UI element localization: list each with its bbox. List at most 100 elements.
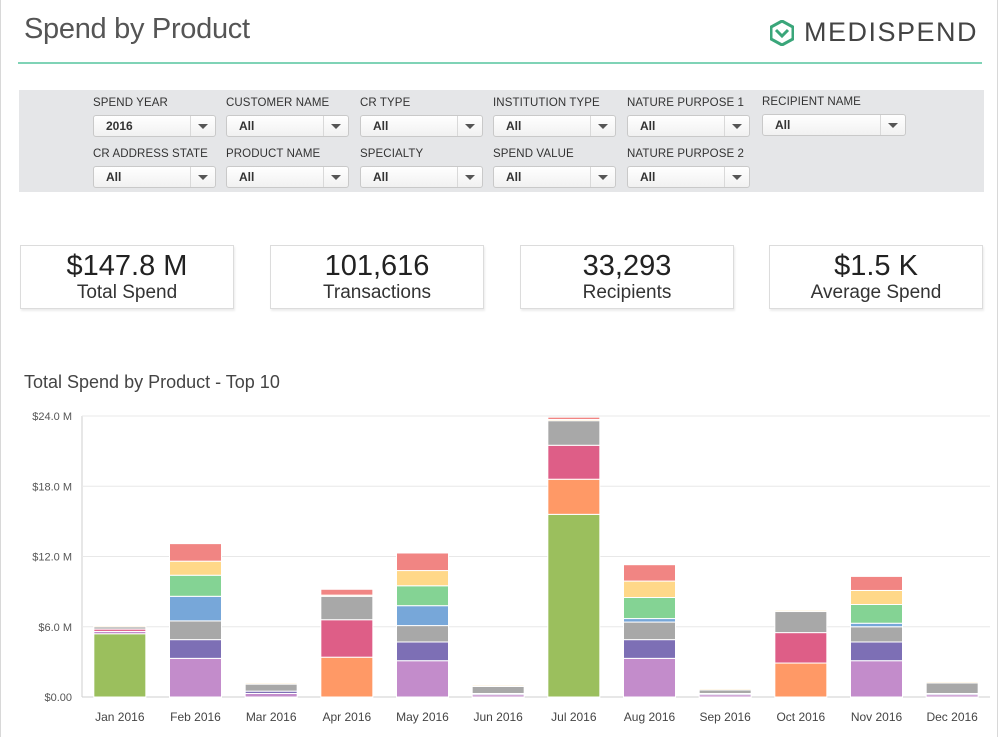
kpi-label: Average Spend xyxy=(810,282,942,303)
filter-label: SPECIALTY xyxy=(360,148,424,160)
bar-segment xyxy=(623,580,676,598)
bar-segment xyxy=(850,660,903,698)
filter-label: RECIPIENT NAME xyxy=(762,96,861,108)
kpi-label: Total Spend xyxy=(76,282,178,303)
chevron-down-icon[interactable] xyxy=(190,167,215,187)
x-tick-label: Nov 2016 xyxy=(851,710,903,724)
x-tick-label: Jun 2016 xyxy=(473,710,523,724)
bar-segment xyxy=(169,560,222,576)
x-tick-label: Jan 2016 xyxy=(95,710,145,724)
filter-recipient-name: RECIPIENT NAME All xyxy=(762,95,906,136)
filter-product-name: PRODUCT NAME All xyxy=(226,147,349,188)
bar-segment xyxy=(396,552,449,572)
cr-address-state-select[interactable]: All xyxy=(93,166,216,188)
brand: MEDISPEND xyxy=(769,17,978,48)
spend-year-select[interactable]: 2016 xyxy=(93,115,216,137)
filter-specialty: SPECIALTY All xyxy=(360,147,483,188)
x-tick-label: Mar 2016 xyxy=(246,710,297,724)
bar-segment xyxy=(547,513,601,698)
y-tick-label: $6.0 M xyxy=(38,622,72,634)
filter-value: All xyxy=(239,170,255,184)
chevron-down-icon[interactable] xyxy=(323,167,348,187)
bar-segment xyxy=(774,662,828,698)
kpi-recipients: 33,293 Recipients xyxy=(520,245,734,309)
chevron-down-icon[interactable] xyxy=(590,167,615,187)
chevron-down-icon[interactable] xyxy=(880,115,905,135)
brand-name: MEDISPEND xyxy=(803,17,978,47)
bar-segment xyxy=(547,478,601,515)
filter-panel: SPEND YEAR 2016 CUSTOMER NAME All CR TYP… xyxy=(19,90,984,192)
filter-spend-value: SPEND VALUE All xyxy=(493,147,616,188)
chevron-down-icon[interactable] xyxy=(457,116,482,136)
bar-segment xyxy=(850,575,903,591)
bar-segment xyxy=(396,585,449,607)
cr-type-select[interactable]: All xyxy=(360,115,483,137)
bar-segment xyxy=(925,681,979,684)
filter-label: CUSTOMER NAME xyxy=(226,97,330,109)
bar-segment xyxy=(623,639,676,659)
filter-value: 2016 xyxy=(106,119,133,133)
bar-segment xyxy=(547,420,601,446)
bar-segment xyxy=(623,618,676,623)
bar-segment xyxy=(396,570,449,587)
bar-segment xyxy=(471,684,525,687)
y-tick-label: $24.0 M xyxy=(32,411,72,423)
bar-segment xyxy=(850,622,903,628)
customer-name-select[interactable]: All xyxy=(226,115,349,137)
bar-segment xyxy=(623,657,676,698)
chevron-down-icon[interactable] xyxy=(323,116,348,136)
bar-segment xyxy=(698,688,752,691)
x-tick-label: Apr 2016 xyxy=(322,710,371,724)
kpi-label: Transactions xyxy=(322,282,432,303)
chevron-down-icon[interactable] xyxy=(590,116,615,136)
chevron-down-icon[interactable] xyxy=(457,167,482,187)
filter-customer-name: CUSTOMER NAME All xyxy=(226,96,349,137)
bar-segment xyxy=(320,656,374,698)
x-tick-label: Feb 2016 xyxy=(170,710,221,724)
bar-segment xyxy=(244,692,298,698)
spend-value-select[interactable]: All xyxy=(493,166,616,188)
kpi-average-spend: $1.5 K Average Spend xyxy=(769,245,983,309)
product-name-select[interactable]: All xyxy=(226,166,349,188)
bar-segment xyxy=(396,605,449,627)
bar-segment xyxy=(623,596,676,620)
filter-value: All xyxy=(373,170,389,184)
bar-segment xyxy=(623,621,676,641)
nature-purpose-2-select[interactable]: All xyxy=(627,166,750,188)
medispend-logo-icon xyxy=(769,19,794,46)
filter-cr-type: CR TYPE All xyxy=(360,96,483,137)
specialty-select[interactable]: All xyxy=(360,166,483,188)
chevron-down-icon[interactable] xyxy=(190,116,215,136)
bar-segment xyxy=(169,543,222,562)
chevron-down-icon[interactable] xyxy=(724,167,749,187)
filter-institution-type: INSTITUTION TYPE All xyxy=(493,96,616,137)
bar-segment xyxy=(320,588,374,596)
filter-label: NATURE PURPOSE 1 xyxy=(627,97,745,109)
filter-value: All xyxy=(106,170,122,184)
nature-purpose-1-select[interactable]: All xyxy=(627,115,750,137)
kpi-total-spend: $147.8 M Total Spend xyxy=(20,245,234,309)
bar-segment xyxy=(925,682,979,694)
bar-segment xyxy=(547,444,601,480)
bar-segment xyxy=(547,416,601,421)
chevron-down-icon[interactable] xyxy=(724,116,749,136)
x-tick-label: May 2016 xyxy=(396,710,449,724)
bar-segment xyxy=(774,611,828,634)
bar-segment xyxy=(774,609,828,613)
y-tick-label: $18.0 M xyxy=(32,481,72,493)
filter-nature-purpose-1: NATURE PURPOSE 1 All xyxy=(627,96,750,137)
filter-label: PRODUCT NAME xyxy=(226,148,321,160)
bar-segment xyxy=(850,589,903,606)
bar-segment xyxy=(93,625,147,628)
filter-value: All xyxy=(640,170,656,184)
kpi-value: $1.5 K xyxy=(834,250,918,282)
filter-label: INSTITUTION TYPE xyxy=(493,97,600,109)
kpi-transactions: 101,616 Transactions xyxy=(270,245,484,309)
institution-type-select[interactable]: All xyxy=(493,115,616,137)
page-header: Spend by Product MEDISPEND xyxy=(18,0,982,64)
bar-segment xyxy=(396,625,449,643)
recipient-name-select[interactable]: All xyxy=(762,114,906,136)
bar-segment xyxy=(169,639,222,659)
x-tick-label: Aug 2016 xyxy=(624,710,676,724)
